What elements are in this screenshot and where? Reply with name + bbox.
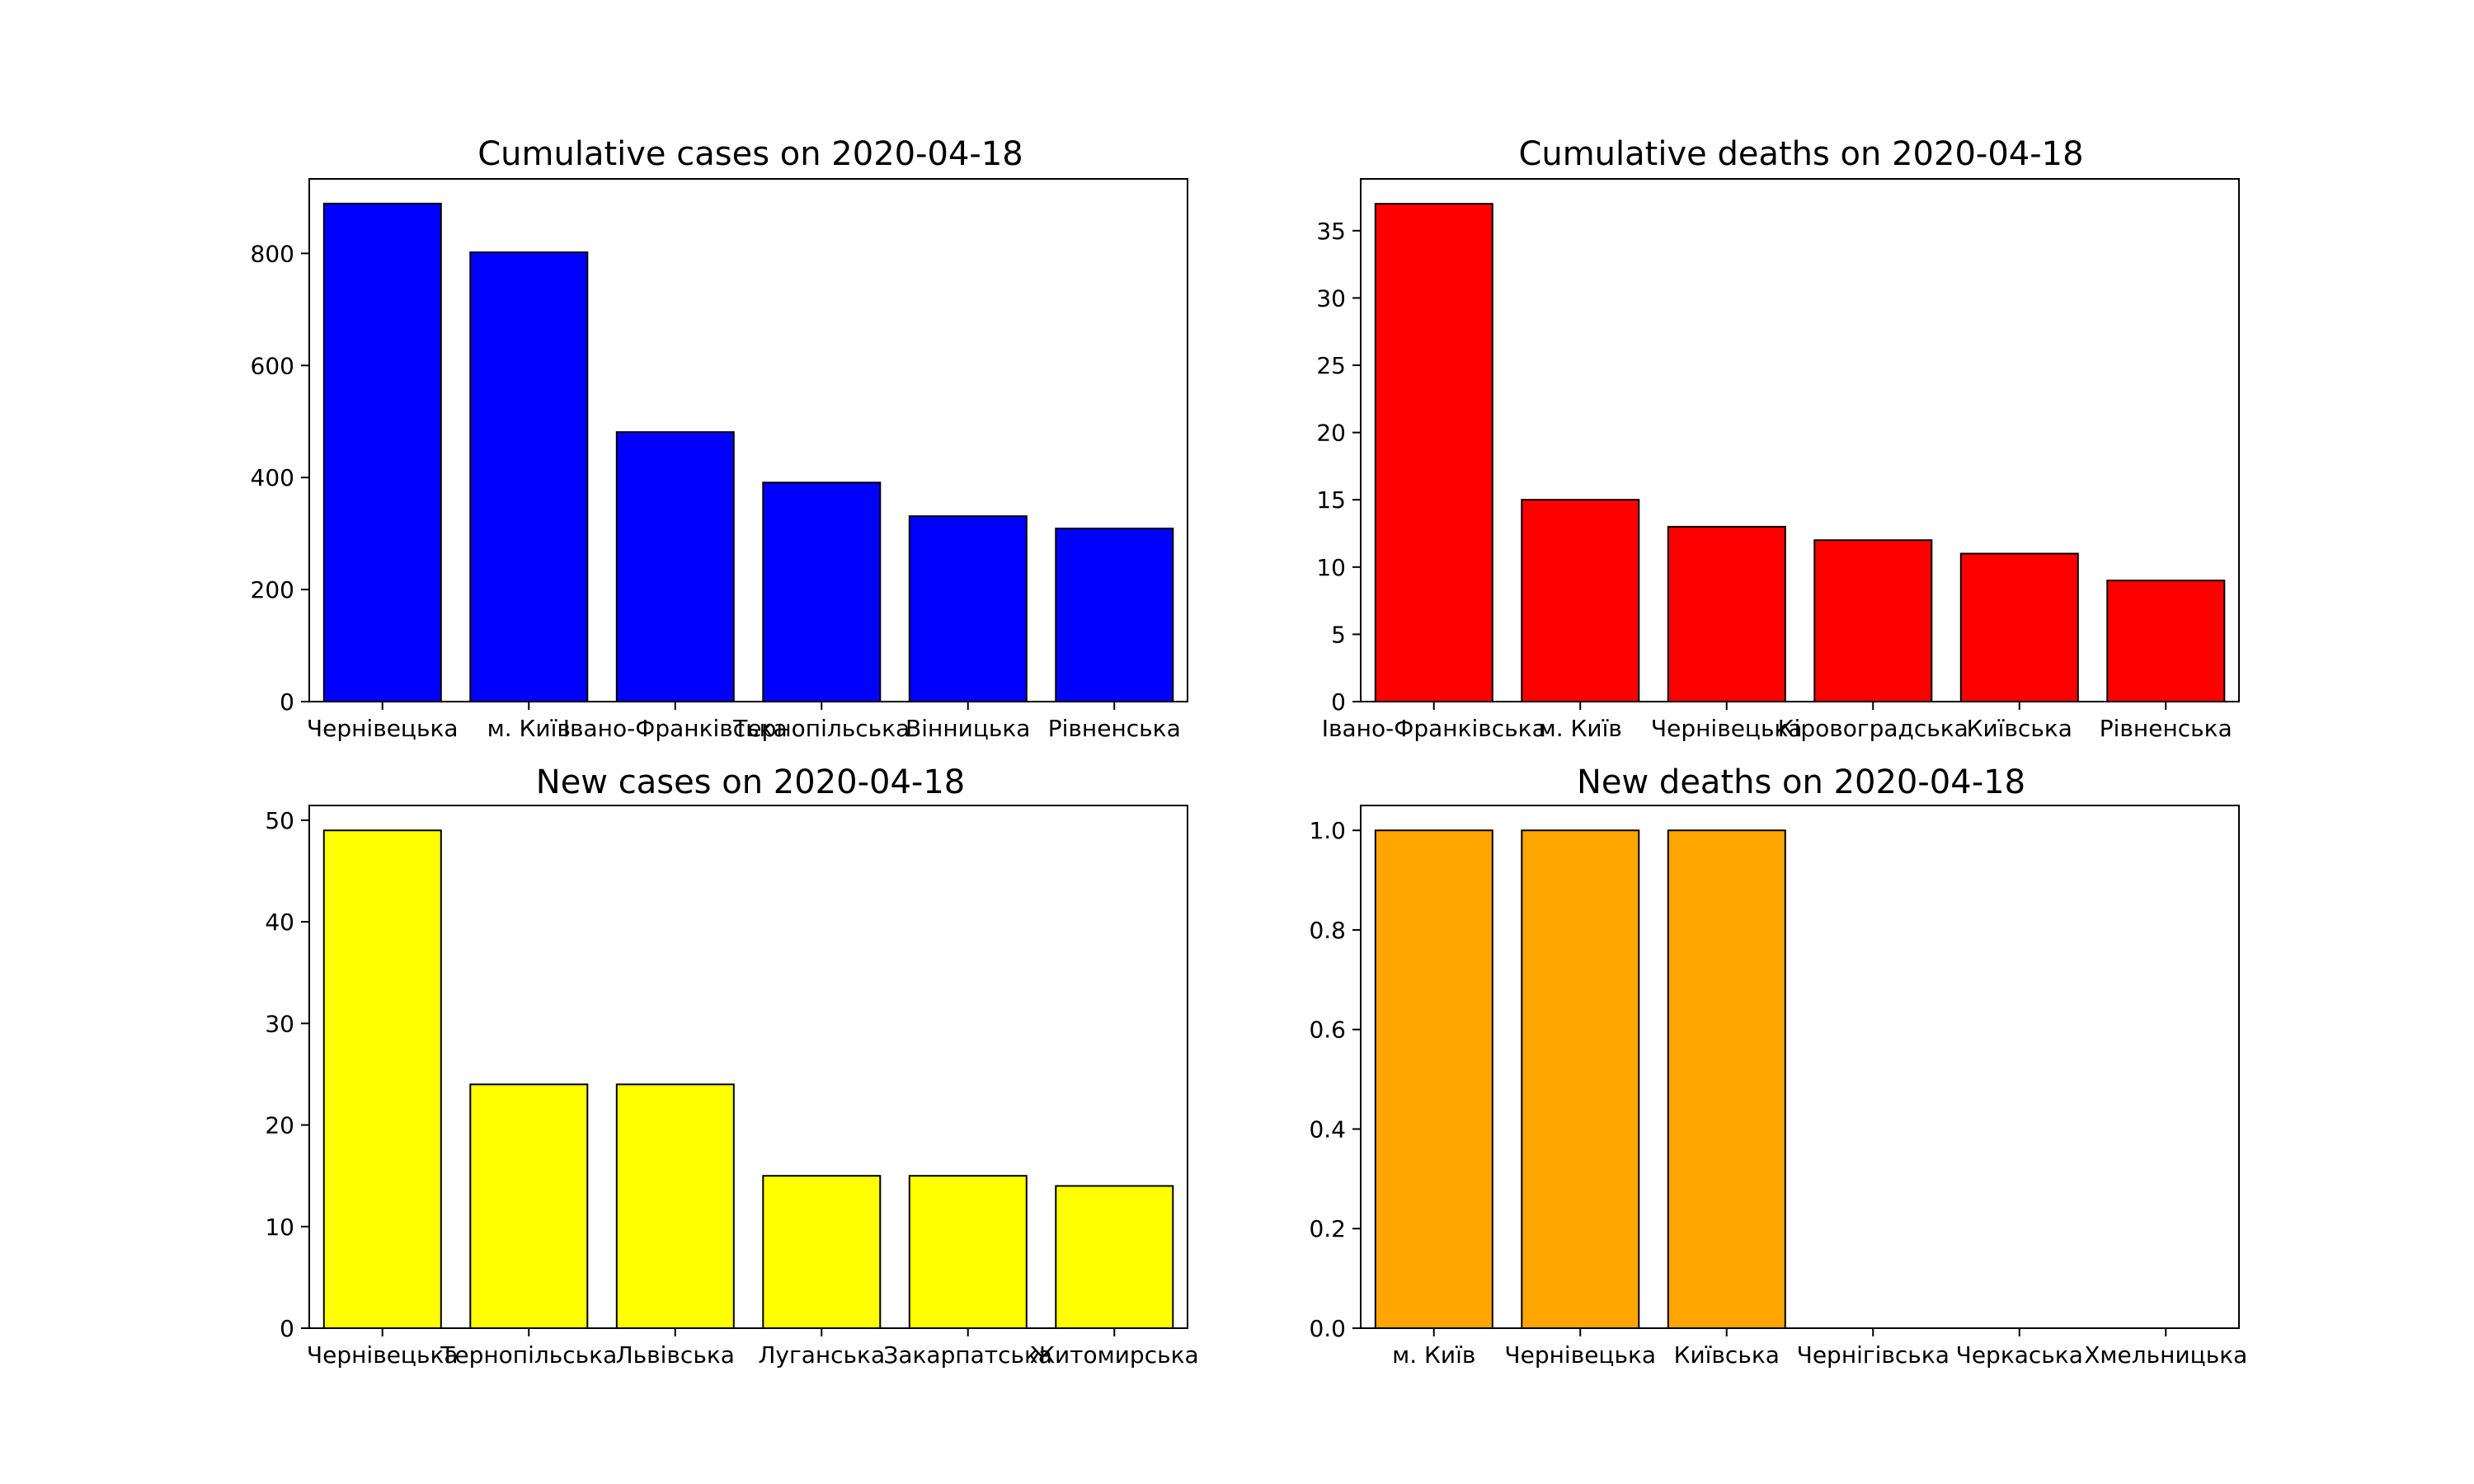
- x-tick-label: Тернопільська: [732, 715, 910, 742]
- plot-frame: [1360, 805, 2240, 1329]
- y-tick-label: 25: [1316, 352, 1346, 379]
- chart-title: Cumulative cases on 2020-04-18: [477, 135, 1023, 173]
- y-tick-label: 50: [265, 807, 294, 834]
- x-tick-label: Черкаська: [1956, 1341, 2083, 1369]
- y-tick-label: 0.2: [1309, 1215, 1346, 1242]
- y-tick-label: 15: [1316, 486, 1346, 514]
- y-tick-label: 5: [1331, 621, 1346, 648]
- y-tick-label: 0: [280, 688, 294, 716]
- bar: [322, 829, 442, 1329]
- bar: [1521, 499, 1640, 703]
- y-tick-label: 1.0: [1309, 817, 1346, 844]
- bar: [762, 1175, 882, 1329]
- bar: [322, 202, 442, 702]
- y-tick-label: 0.8: [1309, 917, 1346, 944]
- bar: [1055, 1185, 1174, 1329]
- bar: [615, 431, 735, 702]
- x-tick-label: Івано-Франківська: [1322, 715, 1546, 742]
- plot-frame: [308, 178, 1188, 702]
- x-tick-label: м. Київ: [1392, 1341, 1475, 1369]
- x-tick-label: Закарпатська: [883, 1341, 1052, 1369]
- x-tick-label: Чернівецька: [1651, 715, 1803, 742]
- bar: [1055, 528, 1174, 702]
- y-tick-label: 200: [251, 576, 294, 603]
- bar: [615, 1083, 735, 1330]
- x-tick-label: Чернігівська: [1797, 1341, 1950, 1369]
- x-tick-label: м. Київ: [487, 715, 571, 742]
- bar: [762, 481, 882, 702]
- bar: [1813, 539, 1933, 703]
- x-tick-label: Кіровоградська: [1778, 715, 1968, 742]
- y-tick-label: 20: [265, 1112, 294, 1139]
- panel-cumulative-deaths: Cumulative deaths on 2020-04-18 0 5 10 15 20…: [1316, 135, 2240, 742]
- x-tick-label: Львівська: [616, 1341, 735, 1369]
- panel-new-cases: New cases on 2020-04-18 0 10 20 30 40 50 Черні…: [265, 763, 1198, 1369]
- y-tick-label: 40: [265, 909, 294, 936]
- chart-title: New cases on 2020-04-18: [536, 763, 965, 801]
- bar: [1667, 525, 1786, 703]
- y-tick-label: 0.6: [1309, 1017, 1346, 1044]
- y-tick-label: 400: [251, 464, 294, 491]
- x-tick-label: Івано-Франківська: [563, 715, 788, 742]
- x-tick-label: Київська: [1967, 715, 2072, 742]
- bar: [1374, 829, 1493, 1329]
- y-tick-label: 30: [1316, 284, 1346, 312]
- x-tick-label: Рівненська: [1048, 715, 1181, 742]
- y-tick-label: 600: [251, 352, 294, 379]
- x-tick-label: Хмельницька: [2084, 1341, 2247, 1369]
- x-tick-label: Луганська: [758, 1341, 885, 1369]
- y-tick-label: 0.0: [1309, 1315, 1346, 1342]
- y-tick-label: 0: [1331, 688, 1346, 716]
- y-tick-label: 0.4: [1309, 1115, 1346, 1143]
- plot-frame: [308, 805, 1188, 1329]
- y-tick-label: 10: [1316, 554, 1346, 581]
- y-tick-label: 10: [265, 1214, 294, 1241]
- bar: [1959, 552, 2079, 702]
- x-tick-label: Рівненська: [2100, 715, 2232, 742]
- x-tick-label: Тернопільська: [440, 1341, 617, 1369]
- bar: [908, 515, 1028, 702]
- bar: [1374, 203, 1493, 702]
- bar: [908, 1175, 1028, 1329]
- y-tick-label: 35: [1316, 218, 1346, 245]
- chart-title: New deaths on 2020-04-18: [1577, 763, 2025, 801]
- y-tick-label: 30: [265, 1010, 294, 1037]
- chart-title: Cumulative deaths on 2020-04-18: [1518, 135, 2083, 173]
- y-tick-label: 0: [280, 1315, 294, 1342]
- panel-cumulative-cases: Cumulative cases on 2020-04-18 0 200 400 60…: [251, 135, 1188, 742]
- bar: [469, 1083, 589, 1330]
- bar: [1667, 829, 1786, 1329]
- bar: [1521, 829, 1640, 1329]
- x-tick-label: Чернівецька: [1504, 1341, 1656, 1369]
- plot-frame: [1360, 178, 2240, 702]
- x-tick-label: Вінницька: [905, 715, 1030, 742]
- bar: [2106, 580, 2226, 702]
- x-tick-label: Чернівецька: [307, 1341, 459, 1369]
- panel-new-deaths: New deaths on 2020-04-18 0.0 0.2 0.4 0.6 0.8…: [1309, 763, 2247, 1369]
- bar: [469, 251, 589, 702]
- x-tick-label: Чернівецька: [307, 715, 459, 742]
- y-tick-label: 800: [251, 240, 294, 267]
- x-tick-label: Житомирська: [1030, 1341, 1199, 1369]
- x-tick-label: м. Київ: [1539, 715, 1622, 742]
- x-tick-label: Київська: [1674, 1341, 1780, 1369]
- y-tick-label: 20: [1316, 420, 1346, 447]
